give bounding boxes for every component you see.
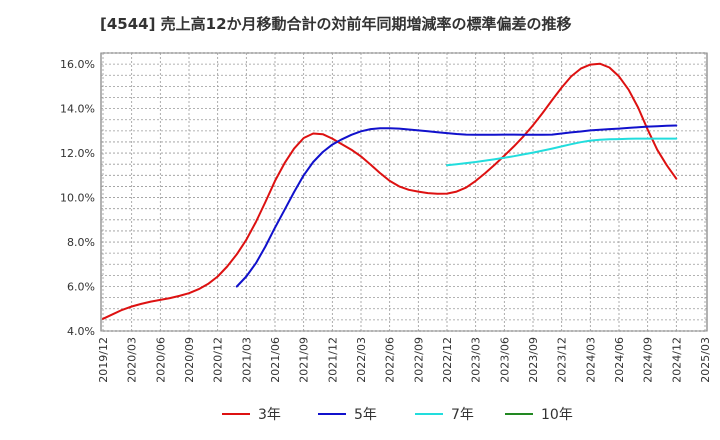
x-tick-label: 2025/03 bbox=[699, 337, 712, 383]
x-tick-label: 2020/03 bbox=[126, 337, 139, 383]
x-tick-label: 2021/06 bbox=[269, 337, 282, 383]
series-line-3 bbox=[446, 137, 678, 167]
y-tick-label: 12.0% bbox=[60, 147, 95, 160]
x-tick-label: 2023/09 bbox=[527, 337, 540, 383]
legend: 3年 5年 7年 10年 bbox=[222, 407, 573, 423]
x-tick-label: 2023/12 bbox=[556, 337, 569, 383]
y-tick-label: 4.0% bbox=[67, 325, 95, 338]
legend-label-4: 10年 bbox=[541, 407, 573, 423]
x-tick-label: 2023/03 bbox=[470, 337, 483, 383]
legend-label-2: 5年 bbox=[354, 407, 377, 423]
series-line-2 bbox=[235, 124, 678, 288]
x-tick-label: 2022/03 bbox=[355, 337, 368, 383]
x-tick-label: 2022/06 bbox=[384, 337, 397, 383]
series-line-1 bbox=[102, 62, 678, 320]
legend-label-3: 7年 bbox=[451, 407, 474, 423]
x-tick-label: 2021/09 bbox=[298, 337, 311, 383]
chart-title: [4544] 売上高12か月移動合計の対前年同期増減率の標準偏差の推移 bbox=[100, 15, 572, 33]
y-axis-tick-labels: 4.0% 6.0% 8.0% 10.0% 12.0% 14.0% 16.0% bbox=[60, 58, 95, 338]
x-tick-label: 2022/12 bbox=[441, 337, 454, 383]
x-tick-label: 2022/09 bbox=[412, 337, 425, 383]
y-tick-label: 16.0% bbox=[60, 58, 95, 71]
x-tick-label: 2023/06 bbox=[498, 337, 511, 383]
x-tick-label: 2021/03 bbox=[240, 337, 253, 383]
y-tick-label: 8.0% bbox=[67, 236, 95, 249]
x-tick-label: 2019/12 bbox=[97, 337, 110, 383]
y-tick-label: 14.0% bbox=[60, 103, 95, 116]
x-axis-tick-labels: 2019/12 2020/03 2020/06 2020/09 2020/12 2021/… bbox=[97, 337, 712, 383]
x-tick-label: 2021/12 bbox=[326, 337, 339, 383]
x-tick-label: 2020/09 bbox=[183, 337, 196, 383]
x-tick-label: 2024/12 bbox=[670, 337, 683, 383]
plot-area bbox=[100, 52, 708, 332]
x-tick-label: 2024/03 bbox=[584, 337, 597, 383]
x-tick-label: 2024/09 bbox=[642, 337, 655, 383]
grid-layer bbox=[101, 52, 707, 332]
legend-label-1: 3年 bbox=[258, 407, 281, 423]
series-layer bbox=[102, 62, 678, 320]
x-tick-label: 2020/12 bbox=[212, 337, 225, 383]
y-tick-label: 6.0% bbox=[67, 281, 95, 294]
x-tick-label: 2020/06 bbox=[154, 337, 167, 383]
x-tick-label: 2024/06 bbox=[613, 337, 626, 383]
y-tick-label: 10.0% bbox=[60, 192, 95, 205]
